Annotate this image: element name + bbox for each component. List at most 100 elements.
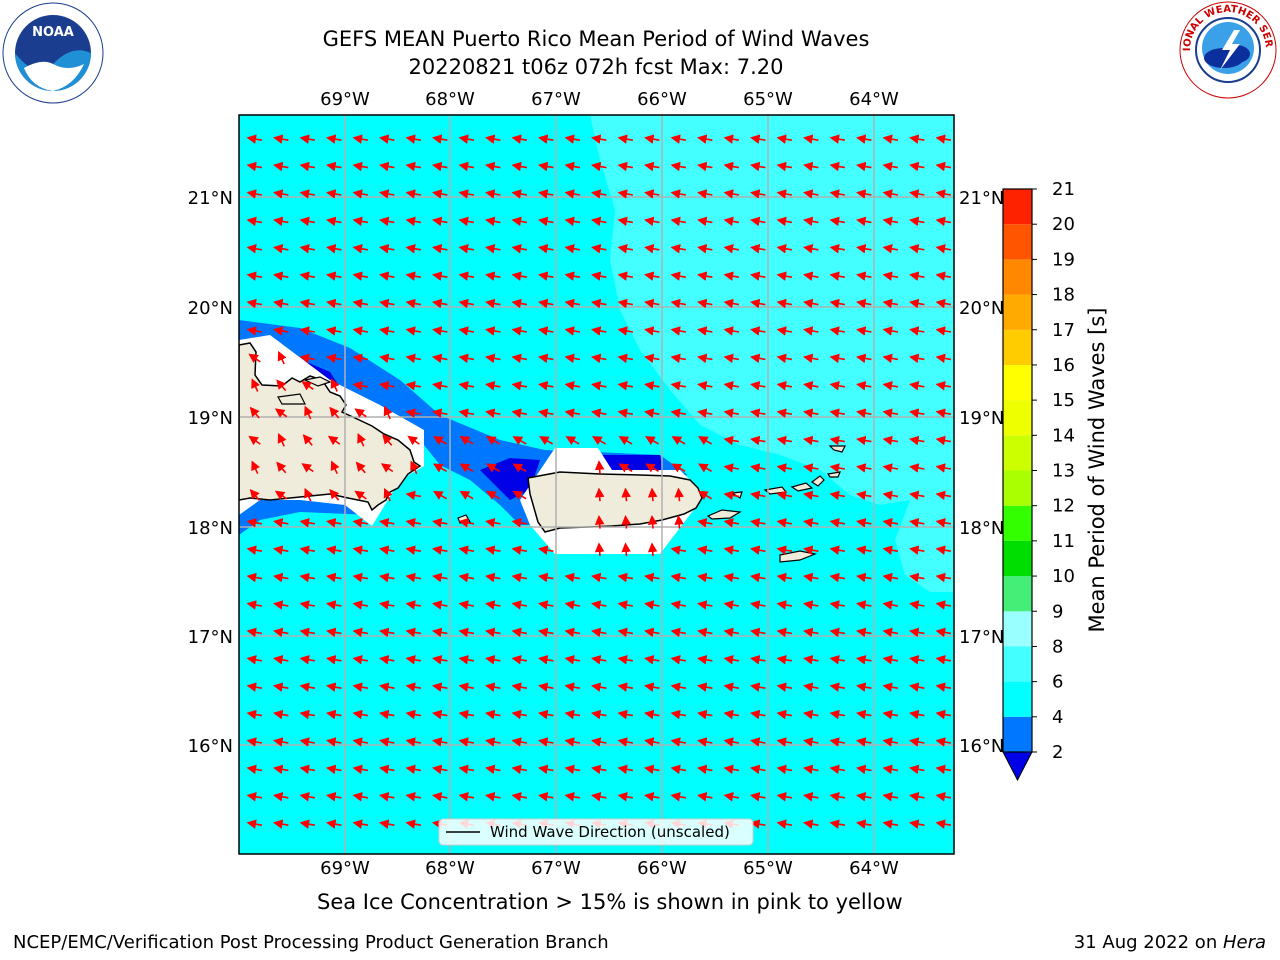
wind-wave-arrow <box>299 792 316 802</box>
wind-wave-arrow <box>750 161 766 172</box>
wind-wave-arrow <box>458 408 475 418</box>
wind-wave-arrow <box>698 463 712 473</box>
wind-wave-arrow <box>352 545 369 555</box>
lon-label: 69°W <box>320 89 370 110</box>
wind-wave-arrow <box>511 408 528 418</box>
wind-wave-arrow <box>273 682 289 692</box>
wind-wave-arrow <box>591 682 607 692</box>
wind-wave-arrow <box>326 161 342 172</box>
wind-wave-arrow <box>326 134 342 144</box>
wind-wave-arrow <box>405 627 422 638</box>
wind-wave-arrow <box>273 518 289 528</box>
wind-wave-arrow <box>617 244 634 254</box>
wind-wave-arrow <box>750 709 766 720</box>
wind-wave-arrow <box>935 545 952 555</box>
wind-wave-arrow <box>909 655 925 665</box>
wind-wave-arrow <box>485 326 501 336</box>
wind-wave-arrow <box>882 764 899 775</box>
wind-wave-arrow <box>538 189 554 199</box>
lat-label: 20°N <box>188 298 233 319</box>
lon-labels-bottom: 69°W 68°W 67°W 66°W 65°W 64°W <box>320 858 899 879</box>
wind-wave-arrow <box>697 655 713 665</box>
wind-wave-arrow <box>750 764 766 775</box>
wind-wave-arrow <box>379 600 395 610</box>
colorbar-segment <box>1003 470 1032 506</box>
wind-wave-arrow <box>329 488 340 501</box>
wind-wave-arrow <box>564 216 581 227</box>
wind-wave-arrow <box>670 216 687 227</box>
colorbar-tick-label: 10 <box>1052 566 1075 587</box>
wind-wave-arrow <box>776 134 793 144</box>
wind-wave-arrow <box>750 792 766 802</box>
wind-wave-arrow <box>674 487 684 502</box>
wind-wave-arrow <box>299 326 316 336</box>
wind-wave-arrow <box>723 216 740 227</box>
wind-wave-arrow <box>432 709 448 720</box>
wind-wave-arrow <box>458 600 475 610</box>
wind-wave-arrow <box>698 436 712 446</box>
wind-wave-arrow <box>909 244 925 254</box>
wind-wave-arrow <box>621 515 631 529</box>
wind-wave-arrow <box>909 353 925 364</box>
wind-wave-arrow <box>803 216 819 227</box>
wind-wave-arrow <box>617 600 634 610</box>
wind-wave-arrow <box>405 244 422 254</box>
wind-wave-arrow <box>697 161 713 172</box>
wind-wave-arrow <box>829 216 846 227</box>
wind-wave-arrow <box>909 435 925 446</box>
land-gonave <box>277 393 306 405</box>
wind-wave-arrow <box>647 487 658 502</box>
wind-wave-arrow <box>485 545 501 555</box>
wind-wave-arrow <box>750 216 766 227</box>
wind-wave-arrow <box>591 189 607 199</box>
wind-wave-arrow <box>485 572 501 583</box>
wind-wave-arrow <box>829 545 846 555</box>
wind-wave-arrow <box>511 161 528 172</box>
wind-wave-arrow <box>511 709 528 720</box>
wind-wave-arrow <box>750 518 766 528</box>
wind-wave-arrow <box>644 271 660 281</box>
colorbar-tick-label: 12 <box>1052 496 1075 517</box>
wind-wave-arrow <box>594 542 605 557</box>
wind-wave-arrow <box>829 490 846 501</box>
wind-wave-arrow <box>251 460 260 475</box>
wind-wave-arrow <box>856 216 872 227</box>
wind-wave-arrow <box>458 709 475 720</box>
wind-wave-arrow <box>697 381 713 391</box>
wind-wave-arrow <box>803 298 819 309</box>
map-legend: Wind Wave Direction (unscaled) <box>438 818 754 846</box>
wind-wave-arrow <box>935 435 952 446</box>
colorbar-tick-label: 15 <box>1052 390 1075 411</box>
wind-wave-arrow <box>617 408 634 418</box>
wind-wave-arrow <box>511 737 528 747</box>
wind-wave-arrow <box>617 298 634 309</box>
wind-wave-arrow <box>405 545 422 555</box>
colorbar-segment <box>1003 189 1032 225</box>
wind-wave-arrow <box>697 271 713 281</box>
wind-wave-arrow <box>458 134 475 144</box>
colorbar-segment <box>1003 505 1032 541</box>
wind-wave-arrow <box>326 682 342 692</box>
wind-wave-arrow <box>432 271 448 281</box>
wind-wave-arrow <box>644 600 660 610</box>
wind-wave-arrow <box>458 627 475 638</box>
wind-wave-arrow <box>776 709 793 720</box>
wind-wave-arrow <box>856 189 872 199</box>
wind-wave-arrow <box>379 655 395 665</box>
wind-wave-arrow <box>379 545 395 555</box>
wind-wave-arrow <box>511 518 528 528</box>
wind-wave-arrow <box>251 378 260 392</box>
wind-wave-arrow <box>856 353 872 364</box>
wind-wave-arrow <box>697 627 713 638</box>
wind-wave-arrow <box>856 463 872 473</box>
wind-wave-arrow <box>352 572 369 583</box>
wind-wave-arrow <box>458 161 475 172</box>
wind-wave-arrow <box>697 600 713 610</box>
wind-wave-arrow <box>776 435 793 446</box>
wind-wave-arrow <box>750 490 766 501</box>
lat-label: 17°N <box>959 627 1004 648</box>
wind-wave-arrow <box>829 518 846 528</box>
wind-wave-arrow <box>909 627 925 638</box>
wind-wave-arrow <box>326 792 342 802</box>
wind-wave-arrow <box>829 353 846 364</box>
